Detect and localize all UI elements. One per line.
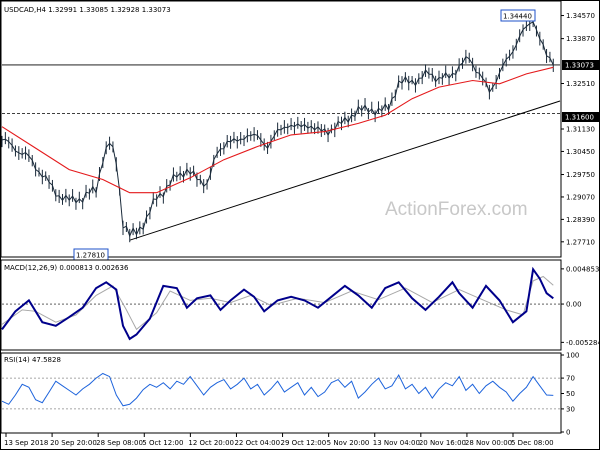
rsi-pane[interactable]: RSI(14) 47.5828 100 70 50 30 0 xyxy=(0,352,579,437)
price-tick-label: 1.33870 xyxy=(566,35,595,43)
low-label: 1.27810 xyxy=(73,248,109,261)
high-label: 1.34440 xyxy=(500,9,536,22)
price-tick-label: 1.27710 xyxy=(566,238,595,246)
price-tick-label: 1.28390 xyxy=(566,216,595,224)
rsi-tick-label: 50 xyxy=(566,390,575,398)
price-tick-label: 1.30450 xyxy=(566,148,595,156)
price-tick-label: 1.34570 xyxy=(566,12,595,20)
current-price-box xyxy=(562,60,600,70)
rsi-tick-label: 100 xyxy=(566,352,579,360)
time-tick-label: 22 Oct 04:00 xyxy=(234,439,280,447)
time-tick-label: 5 Oct 12:00 xyxy=(142,439,183,447)
rsi-pane-frame xyxy=(0,352,562,434)
price-tick-label: 1.29070 xyxy=(566,193,595,201)
macd-main-line xyxy=(1,266,554,341)
rsi-line xyxy=(1,372,554,407)
price-pane-title: USDCAD,H4 1.32991 1.33085 1.32928 1.3307… xyxy=(4,6,171,14)
price-pane[interactable]: USDCAD,H4 1.32991 1.33085 1.32928 1.3307… xyxy=(0,0,600,261)
price-axis-ticks: 1.34570 1.33870 1.32510 1.31130 1.30450 1.297… xyxy=(561,12,595,246)
macd-pane-title: MACD(12,26,9) 0.000813 0.002636 xyxy=(4,264,129,272)
time-tick-label: 13 Nov 04:00 xyxy=(373,439,420,447)
macd-main-path xyxy=(1,266,554,341)
price-close-line xyxy=(1,14,554,243)
rsi-tick-label: 30 xyxy=(566,405,575,413)
level-box xyxy=(562,112,600,122)
time-tick-label: 29 Oct 12:00 xyxy=(281,439,327,447)
level-marker: 1.31600 xyxy=(562,112,600,122)
rsi-axis-ticks: 100 70 50 30 0 xyxy=(561,352,579,437)
rsi-tick-label: 0 xyxy=(566,429,570,437)
moving-average-line xyxy=(1,66,554,194)
macd-axis-ticks: 0.004853 0.00 -0.005284 xyxy=(561,265,600,347)
close-line xyxy=(1,21,554,238)
macd-pane[interactable]: MACD(12,26,9) 0.000813 0.002636 0.004853… xyxy=(0,259,600,351)
price-tick-label: 1.31130 xyxy=(566,126,595,134)
current-price-text: 1.33073 xyxy=(565,62,594,70)
time-tick-label: 5 Dec 08:00 xyxy=(511,439,554,447)
macd-pane-frame xyxy=(0,259,562,351)
macd-tick-label: 0.00 xyxy=(566,301,582,309)
watermark: ActionForex.com xyxy=(385,199,528,220)
price-tick-label: 1.29750 xyxy=(566,171,595,179)
level-text: 1.31600 xyxy=(565,114,594,122)
macd-tick-label: 0.004853 xyxy=(566,265,599,273)
time-tick-label: 13 Sep 2018 xyxy=(4,439,48,447)
trendline xyxy=(129,100,561,241)
rsi-pane-title: RSI(14) 47.5828 xyxy=(4,356,61,364)
time-tick-label: 20 Sep 20:00 xyxy=(50,439,97,447)
price-tick-label: 1.32510 xyxy=(566,80,595,88)
high-label-text: 1.34440 xyxy=(503,13,532,21)
moving-average-path xyxy=(1,66,554,194)
time-axis: 13 Sep 2018 20 Sep 20:00 28 Sep 08:00 5 Oct… xyxy=(4,433,554,447)
time-tick-label: 20 Nov 16:00 xyxy=(419,439,466,447)
rsi-path xyxy=(1,372,554,407)
current-price-marker: 1.33073 xyxy=(562,60,600,70)
time-tick-label: 5 Nov 20:00 xyxy=(327,439,370,447)
price-horizontal-lines xyxy=(2,64,560,114)
rsi-tick-label: 70 xyxy=(566,375,575,383)
time-tick-label: 12 Oct 20:00 xyxy=(188,439,234,447)
time-tick-label: 28 Sep 08:00 xyxy=(96,439,143,447)
trendline-segment xyxy=(129,100,561,241)
rsi-level-lines xyxy=(2,377,560,410)
time-tick-label: 28 Nov 00:00 xyxy=(465,439,512,447)
macd-tick-label: -0.005284 xyxy=(566,339,600,347)
low-label-text: 1.27810 xyxy=(76,252,105,260)
high-label-box xyxy=(500,9,536,22)
